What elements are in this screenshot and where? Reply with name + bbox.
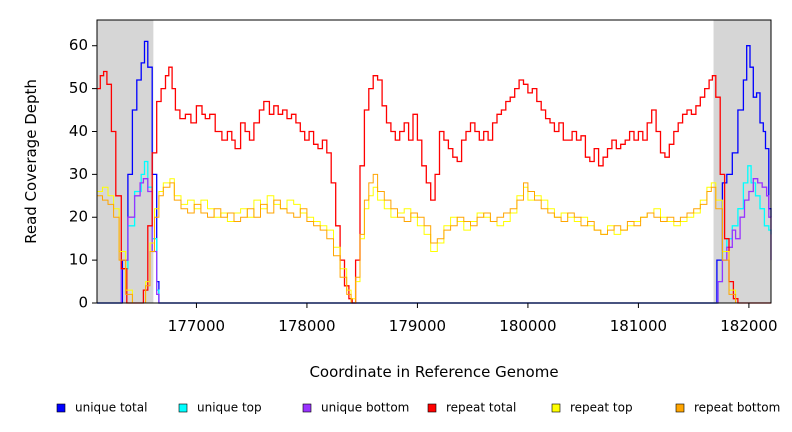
legend-label-repeat-total: repeat total bbox=[446, 401, 516, 415]
legend-item-repeat-total: repeat total bbox=[427, 401, 516, 415]
legend-swatch-repeat-top bbox=[551, 403, 561, 413]
legend-swatch-repeat-total bbox=[427, 403, 437, 413]
x-tick-label-177000: 177000 bbox=[168, 317, 225, 335]
y-tick-label-10: 10 bbox=[69, 251, 88, 269]
y-axis-title: Read Coverage Depth bbox=[22, 79, 40, 244]
x-tick-label-179000: 179000 bbox=[389, 317, 446, 335]
legend-item-repeat-bottom: repeat bottom bbox=[675, 401, 780, 415]
legend-label-repeat-bottom: repeat bottom bbox=[694, 401, 780, 415]
x-tick-label-178000: 178000 bbox=[278, 317, 335, 335]
y-tick-label-0: 0 bbox=[78, 294, 88, 312]
legend-item-unique-bottom: unique bottom bbox=[302, 401, 409, 415]
series-line-repeat-total bbox=[97, 66, 771, 304]
x-tick-label-180000: 180000 bbox=[499, 317, 556, 335]
plot-border bbox=[96, 19, 772, 304]
y-tick-label-60: 60 bbox=[69, 36, 88, 54]
legend-swatch-unique-bottom bbox=[302, 403, 312, 413]
legend-swatch-repeat-bottom bbox=[675, 403, 685, 413]
plot-area bbox=[97, 20, 771, 303]
y-tick-label-40: 40 bbox=[69, 122, 88, 140]
legend-item-unique-top: unique top bbox=[178, 401, 262, 415]
shaded-region-1 bbox=[713, 20, 771, 303]
series-line-unique-total bbox=[97, 40, 772, 304]
x-tick-label-182000: 182000 bbox=[720, 317, 777, 335]
y-tick-label-50: 50 bbox=[69, 79, 88, 97]
series-line-repeat-bottom bbox=[97, 173, 771, 304]
x-axis-title: Coordinate in Reference Genome bbox=[309, 363, 558, 381]
legend-swatch-unique-total bbox=[56, 403, 66, 413]
y-tick-label-30: 30 bbox=[69, 165, 88, 183]
legend-label-unique-top: unique top bbox=[197, 401, 262, 415]
y-tick-label-20: 20 bbox=[69, 208, 88, 226]
x-tick-label-181000: 181000 bbox=[610, 317, 667, 335]
legend-label-unique-total: unique total bbox=[75, 401, 147, 415]
legend-label-repeat-top: repeat top bbox=[570, 401, 633, 415]
legend-item-repeat-top: repeat top bbox=[551, 401, 633, 415]
legend-swatch-unique-top bbox=[178, 403, 188, 413]
legend-label-unique-bottom: unique bottom bbox=[321, 401, 409, 415]
legend-item-unique-total: unique total bbox=[56, 401, 147, 415]
